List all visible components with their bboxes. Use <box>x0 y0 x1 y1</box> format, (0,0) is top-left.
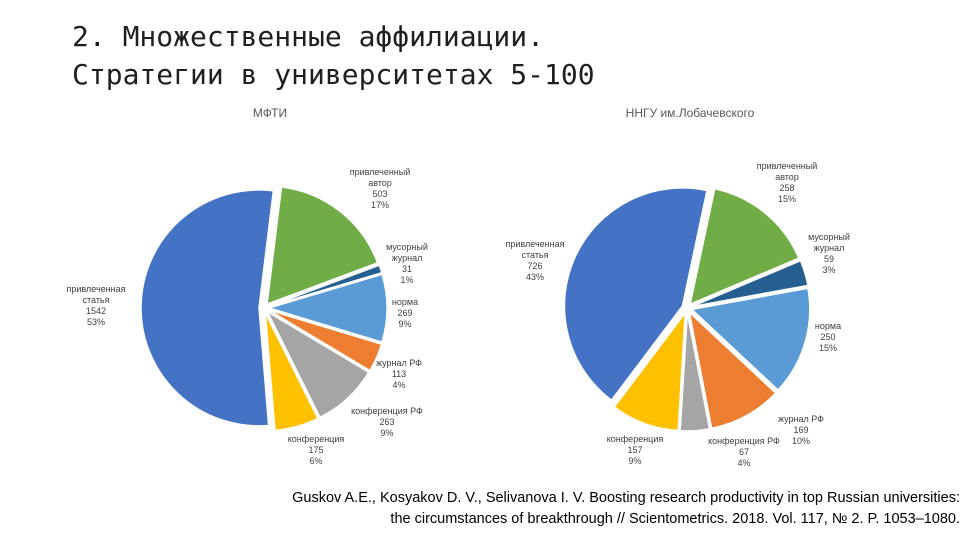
pie-slice <box>268 264 383 308</box>
citation-line-1: Guskov A.E., Kosyakov D. V., Selivanova … <box>292 490 960 506</box>
pie-slice <box>688 310 777 430</box>
pie-slice <box>613 310 687 432</box>
slice-label: конференция 157 9% <box>607 434 664 466</box>
pie-slice <box>268 309 383 372</box>
pie-slice <box>689 187 800 306</box>
pie-slice <box>679 312 711 432</box>
slice-label: мусорный журнал 59 3% <box>808 232 850 275</box>
slice-label: привлеченный автор 503 17% <box>350 167 411 210</box>
pie-slice <box>266 186 379 306</box>
pie-chart-2: ННГУ им.Лобачевского привлеченный автор 258… <box>506 106 850 468</box>
chart-title: ННГУ им.Лобачевского <box>626 106 755 120</box>
slide-title-line-1: 2. Множественные аффилиации. <box>72 20 545 53</box>
slice-label: норма 269 9% <box>392 297 418 329</box>
pie-slice <box>266 273 388 344</box>
slice-label: журнал РФ 169 10% <box>778 414 824 446</box>
slide-title-line-2: Стратегии в университетах 5-100 <box>72 58 595 91</box>
slide-title: 2. Множественные аффилиации. Стратегии в… <box>72 18 772 94</box>
slice-label: конференция РФ 67 4% <box>708 436 780 468</box>
slice-label: привлеченный автор 258 15% <box>757 161 818 204</box>
slice-label: конференция 175 6% <box>288 434 345 466</box>
slice-label: журнал РФ 113 4% <box>376 358 422 390</box>
slice-label: конференция РФ 263 9% <box>351 406 423 438</box>
slice-label: привлеченная статья 1542 53% <box>67 284 126 327</box>
citation-line-2: the circumstances of breakthrough // Sci… <box>390 511 960 527</box>
pie-slice <box>690 287 811 392</box>
pie-slice <box>265 309 370 419</box>
citation: Guskov A.E., Kosyakov D. V., Selivanova … <box>190 488 960 530</box>
pie-slice <box>140 189 275 427</box>
pie-chart-1: МФТИ привлеченный автор 503 17% мусорный журна… <box>67 106 428 466</box>
pie-slice <box>264 312 319 432</box>
chart-title: МФТИ <box>253 106 287 120</box>
slice-label: норма 250 15% <box>815 321 841 353</box>
slice-label: мусорный журнал 31 1% <box>386 242 428 285</box>
slice-label: привлеченная статья 726 43% <box>506 239 565 282</box>
pie-slice <box>563 187 708 402</box>
pie-slice <box>691 259 809 308</box>
